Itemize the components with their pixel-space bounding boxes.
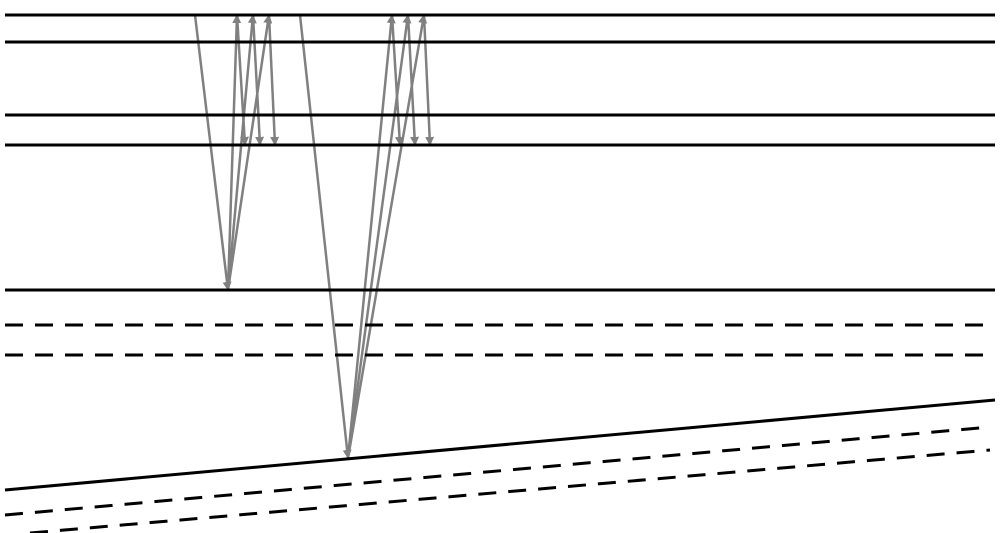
seismic-diagram <box>0 0 1000 533</box>
diagram-background <box>0 0 1000 533</box>
